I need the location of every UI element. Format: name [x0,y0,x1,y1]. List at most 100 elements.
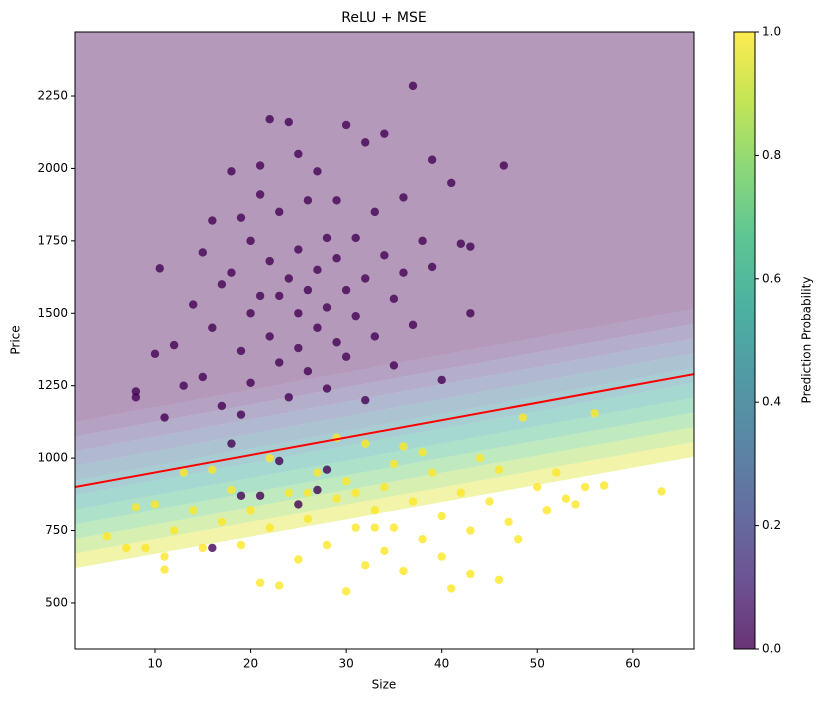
scatter-point [303,514,313,524]
colorbar-frame [733,31,756,650]
scatter-point [533,482,542,492]
contour-band [75,382,694,510]
scatter-point [552,468,561,477]
scatter-point [466,569,475,579]
contour-band [75,353,694,481]
colorbar-tick-label: 0.6 [762,271,781,285]
scatter-point [447,584,456,593]
scatter-point [370,332,379,341]
scatter-point [131,393,141,402]
scatter-point [275,581,284,590]
scatter-point [499,161,509,170]
scatter-point [246,236,255,246]
scatter-point [255,190,265,199]
scatter-point [284,274,293,283]
scatter-point [255,491,265,500]
scatter-point [160,552,169,561]
scatter-point [189,506,198,515]
scatter-point [380,546,389,556]
scatter-point [208,543,217,553]
scatter-point [389,459,399,469]
scatter-point [351,233,360,243]
scatter-point [322,303,332,312]
scatter-point [150,349,160,359]
scatter-point [179,468,188,477]
colorbar [734,32,755,649]
x-tick-label: 40 [434,657,449,671]
scatter-point [322,233,332,243]
contour-band [75,308,694,437]
scatter-point [370,207,379,217]
scatter-point [294,149,303,159]
scatter-point [236,410,246,419]
scatter-point [255,578,265,587]
scatter-point [332,196,341,205]
x-tick-label: 20 [243,657,258,671]
y-tick-label: 1000 [37,451,68,465]
scatter-point [236,346,246,356]
contour-band [75,338,694,466]
scatter-point [198,543,207,553]
scatter-point [313,485,322,495]
scatter-point [361,439,370,448]
scatter-point [217,517,227,527]
scatter-point [155,264,164,273]
scatter-point [227,268,236,277]
scatter-point [208,216,217,225]
scatter-point [284,488,293,498]
chart-title: ReLU + MSE [341,10,427,26]
scatter-point [399,193,408,202]
x-axis-label: Size [372,678,397,692]
scatter-point [227,167,236,176]
scatter-point [518,413,528,422]
scatter-point [599,481,609,490]
scatter-point [447,178,456,188]
scatter-point [294,245,303,254]
scatter-point [179,381,188,390]
contour-band [75,323,694,452]
scatter-point [361,274,370,283]
scatter-point [294,500,303,509]
scatter-point [303,285,313,295]
colorbar-tick-label: 0.8 [762,148,781,162]
scatter-point [217,401,227,411]
scatter-point [427,262,437,272]
scatter-point [341,477,351,486]
scatter-point [198,372,207,382]
scatter-point [590,409,599,418]
scatter-point [246,378,255,387]
scatter-point [103,532,112,541]
scatter-point [160,413,169,422]
y-tick-label: 750 [45,523,68,537]
scatter-point [561,494,571,503]
scatter-point [284,117,293,127]
plot-area [75,32,694,596]
scatter-point [217,280,227,289]
scatter-point [265,453,274,463]
scatter-point [341,120,351,130]
scatter-point [275,207,284,217]
scatter-point [494,575,504,584]
y-tick-label: 1750 [37,233,68,247]
scatter-point [542,506,552,515]
y-tick-label: 1250 [37,378,68,392]
scatter-point [341,352,351,361]
plot-frame [74,31,695,650]
scatter-point [361,395,370,405]
scatter-point [208,465,217,474]
scatter-point [284,393,293,402]
contour-band [75,32,694,422]
scatter-point [236,213,246,222]
scatter-point [437,511,446,521]
scatter-point [456,239,466,248]
contour-band [75,441,694,569]
scatter-point [131,387,141,396]
y-axis-label: Price [9,325,23,354]
scatter-point [313,265,322,275]
scatter-point [380,251,389,260]
scatter-point [418,236,427,246]
scatter-point [265,332,274,341]
scatter-point [389,361,399,370]
scatter-point [208,323,217,332]
